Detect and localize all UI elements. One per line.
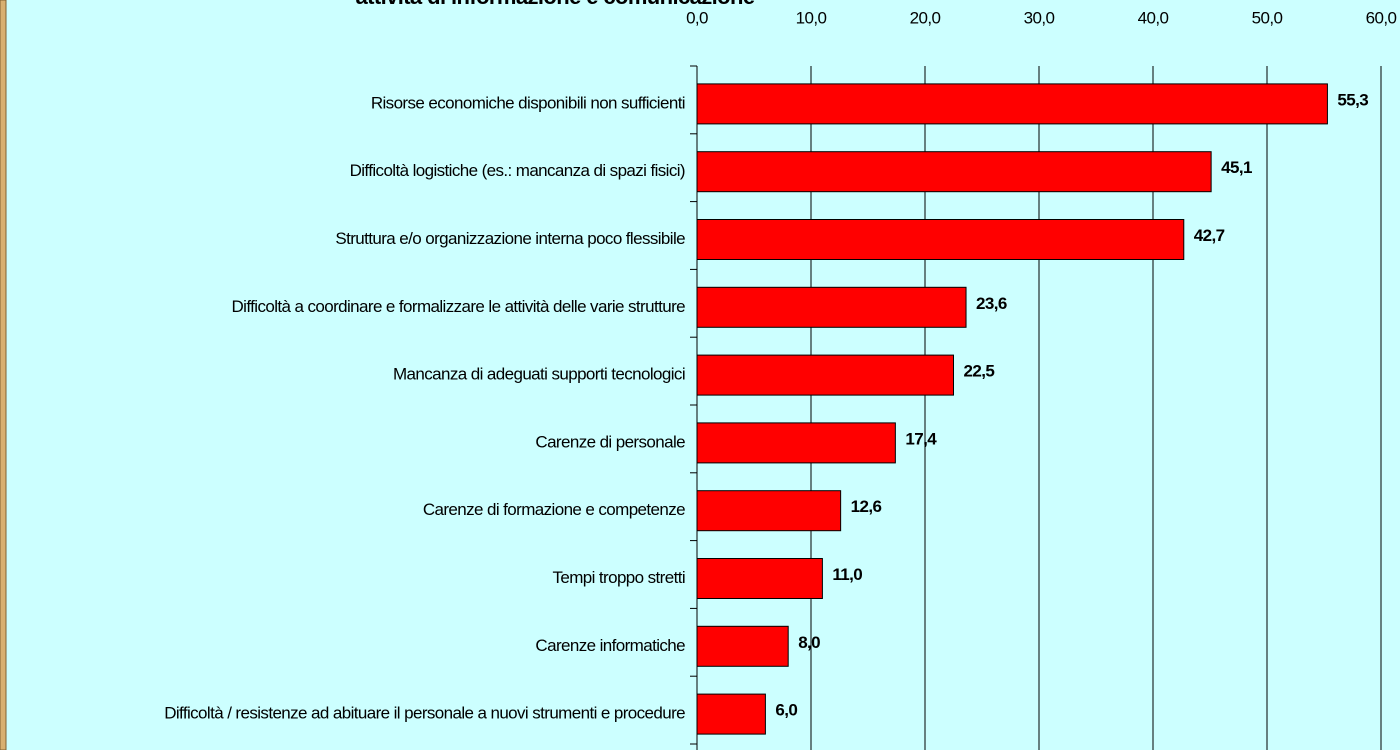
y-tick-label: Tempi troppo stretti (552, 568, 685, 587)
x-tick-label: 30,0 (1024, 8, 1055, 27)
bar (696, 558, 823, 599)
bar (696, 83, 1328, 125)
value-label: 8,0 (798, 633, 820, 652)
left-border (0, 0, 7, 750)
value-label: 23,6 (976, 294, 1007, 313)
bar (696, 625, 789, 667)
value-label: 45,1 (1221, 158, 1252, 177)
bar (696, 693, 766, 735)
y-tick-label: Struttura e/o organizzazione interna poc… (335, 229, 685, 248)
value-label: 55,3 (1337, 90, 1368, 109)
x-tick-label: 40,0 (1138, 8, 1169, 27)
value-label: 6,0 (775, 701, 797, 720)
y-tick-label: Mancanza di adeguati supporti tecnologic… (393, 365, 685, 384)
bar (696, 286, 967, 328)
value-label: 17,4 (905, 429, 937, 448)
chart-title: attività di informazione e comunicazione (356, 0, 755, 9)
x-tick-label: 10,0 (796, 8, 827, 27)
x-tick-label: 0,0 (686, 8, 708, 27)
value-label: 42,7 (1194, 226, 1225, 245)
y-tick-label: Difficoltà / resistenze ad abituare il p… (164, 704, 685, 723)
y-tick-label: Carenze informatiche (535, 636, 685, 655)
y-tick-label: Risorse economiche disponibili non suffi… (371, 93, 685, 112)
y-tick-label: Carenze di personale (535, 432, 685, 451)
bar (696, 354, 954, 396)
y-tick-label: Difficoltà logistiche (es.: mancanza di … (350, 161, 685, 180)
value-label: 22,5 (964, 362, 995, 381)
x-tick-label: 60,0 (1366, 8, 1397, 27)
bar (696, 219, 1185, 260)
y-tick-label: Difficoltà a coordinare e formalizzare l… (232, 297, 686, 316)
value-label: 12,6 (851, 497, 882, 516)
value-label: 11,0 (832, 565, 862, 584)
x-tick-label: 20,0 (910, 8, 941, 27)
y-tick-label: Carenze di formazione e competenze (423, 500, 685, 519)
bar (696, 151, 1212, 193)
bar (696, 422, 896, 464)
x-tick-label: 50,0 (1252, 8, 1283, 27)
bar (696, 490, 842, 532)
